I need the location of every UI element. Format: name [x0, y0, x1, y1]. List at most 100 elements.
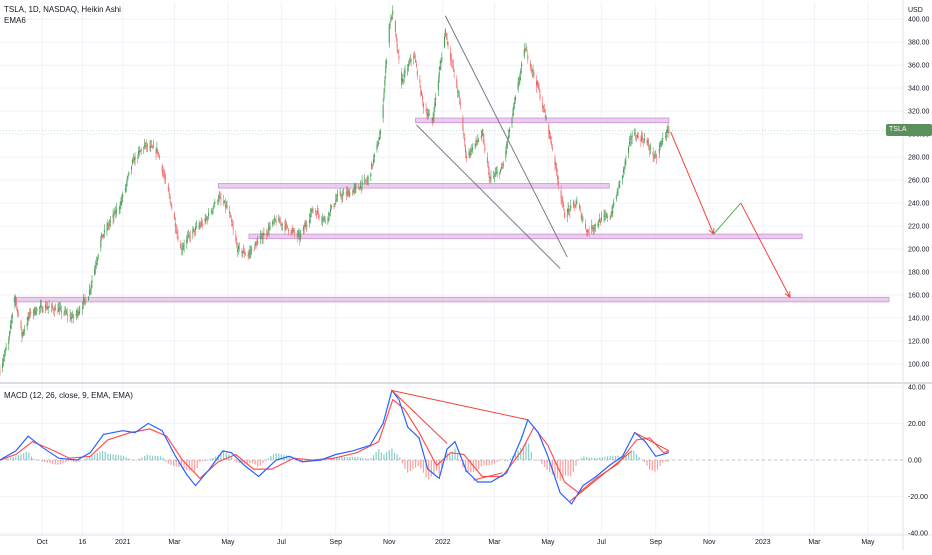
- macd-histogram-bar: [178, 460, 180, 467]
- projection-down-leg[interactable]: [740, 202, 791, 298]
- macd-histogram-bar: [399, 457, 401, 460]
- macd-histogram-bar: [478, 460, 480, 470]
- price-tick-label: 180.00: [908, 270, 930, 277]
- projection-down-leg[interactable]: [670, 131, 715, 235]
- macd-histogram-bar: [391, 448, 393, 460]
- candle-body: [493, 175, 495, 177]
- candle-body: [502, 163, 504, 166]
- macd-divergence-line[interactable]: [391, 390, 448, 444]
- candle-body: [322, 220, 324, 221]
- trend-line[interactable]: [416, 124, 561, 269]
- candle-body: [603, 215, 605, 217]
- candle-body: [16, 302, 18, 305]
- candle-body: [336, 198, 338, 200]
- candle-body: [90, 285, 92, 288]
- candle-body: [600, 217, 602, 221]
- sr-zone[interactable]: [217, 183, 610, 189]
- macd-histogram-bar: [36, 459, 38, 461]
- macd-divergence-line[interactable]: [634, 432, 670, 452]
- candle-body: [318, 215, 320, 218]
- macd-histogram-bar: [249, 460, 251, 464]
- macd-histogram-bar: [585, 456, 588, 460]
- projection-up-leg[interactable]: [713, 202, 742, 235]
- candle-body: [303, 227, 305, 229]
- candle-body: [114, 210, 116, 214]
- macd-histogram-bar: [128, 458, 130, 460]
- macd-legend[interactable]: MACD (12, 26, close, 9, EMA, EMA): [4, 391, 133, 400]
- macd-histogram-bar: [575, 460, 577, 466]
- candle-body: [263, 233, 265, 236]
- candle-body: [34, 310, 36, 314]
- macd-divergence-line[interactable]: [568, 450, 633, 503]
- candle-body: [641, 136, 643, 139]
- candle-body: [247, 255, 249, 256]
- candle-body: [194, 230, 196, 233]
- candle-body: [66, 312, 68, 314]
- macd-histogram-bar: [370, 458, 372, 460]
- candle-body: [143, 148, 145, 150]
- candle-body: [471, 150, 473, 152]
- macd-histogram-bar: [149, 455, 151, 460]
- macd-histogram-bar: [454, 448, 456, 460]
- candle-body: [549, 131, 551, 133]
- macd-histogram-bar: [38, 460, 41, 461]
- candle-body: [286, 223, 288, 225]
- macd-histogram-bar: [136, 459, 138, 461]
- macd-histogram-bar: [65, 460, 67, 463]
- candle-body: [70, 316, 72, 319]
- macd-divergence-line[interactable]: [473, 472, 503, 481]
- macd-histogram-bar: [88, 456, 91, 460]
- price-tick-label: 240.00: [908, 201, 930, 208]
- candle-body: [235, 234, 237, 241]
- macd-histogram-bar: [280, 454, 283, 460]
- candle-body: [157, 150, 159, 154]
- macd-histogram-bar: [220, 452, 222, 460]
- macd-signal-line[interactable]: [0, 398, 670, 494]
- candle-body: [180, 249, 182, 251]
- candle-body: [109, 220, 111, 223]
- trend-line[interactable]: [444, 15, 568, 258]
- candle-body: [122, 194, 124, 198]
- candle-body: [433, 113, 435, 116]
- macd-histogram-bar: [86, 457, 88, 460]
- macd-histogram-bar: [583, 456, 585, 460]
- candle-body: [594, 224, 596, 227]
- candle-body: [310, 209, 312, 212]
- candle-body: [131, 166, 133, 170]
- candle-body: [323, 218, 325, 220]
- macd-histogram-bar: [409, 460, 411, 472]
- candle-body: [364, 179, 366, 181]
- sr-zone[interactable]: [415, 117, 670, 124]
- candle-body: [576, 201, 578, 204]
- candle-body: [635, 135, 637, 138]
- macd-histogram-bar: [204, 460, 206, 461]
- candle-body: [273, 221, 275, 223]
- candle-body: [392, 10, 394, 15]
- candle-body: [298, 233, 300, 235]
- candle-body: [238, 246, 240, 248]
- candle-body: [544, 114, 546, 118]
- candle-body: [316, 210, 318, 214]
- candle-body: [170, 202, 172, 206]
- candle-body: [642, 140, 644, 142]
- macd-histogram-bar: [393, 452, 396, 460]
- macd-divergence-line[interactable]: [391, 389, 528, 421]
- macd-histogram-bar: [612, 455, 614, 460]
- candle-body: [8, 339, 10, 344]
- candle-body: [340, 195, 342, 197]
- macd-line[interactable]: [0, 389, 670, 505]
- candle-body: [109, 223, 111, 225]
- ema-legend[interactable]: EMA6: [4, 16, 26, 25]
- candle-body: [118, 208, 120, 210]
- candle-body: [102, 235, 104, 238]
- symbol-legend[interactable]: TSLA, 1D, NASDAQ, Heikin Ashi: [4, 5, 121, 14]
- candle-body: [438, 72, 440, 77]
- sr-zone[interactable]: [13, 296, 890, 303]
- candle-body: [280, 222, 282, 224]
- macd-histogram-bar: [572, 460, 574, 473]
- candle-body: [536, 82, 538, 85]
- sr-zone[interactable]: [248, 233, 803, 240]
- candle-body: [124, 188, 126, 192]
